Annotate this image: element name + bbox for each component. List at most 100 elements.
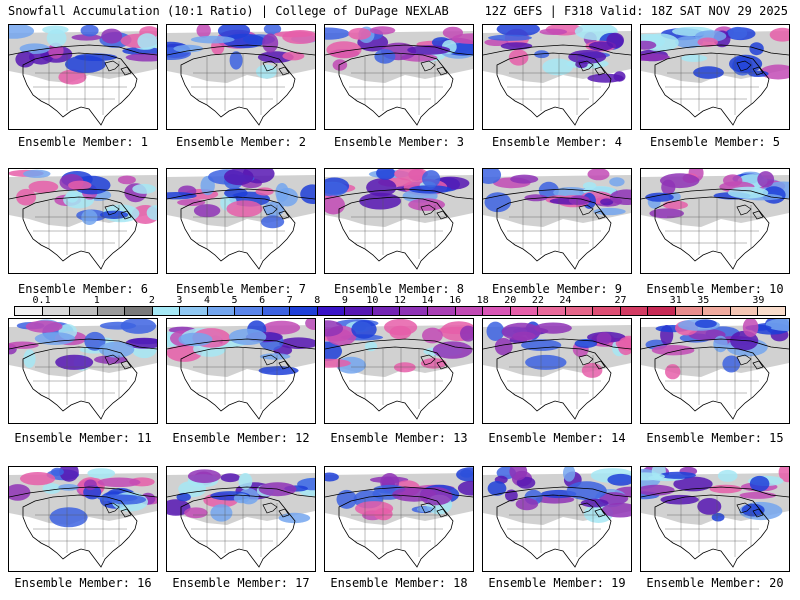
ensemble-member-label: Ensemble Member: 4	[491, 135, 623, 149]
us-outline	[180, 346, 296, 420]
snowfall-map	[641, 319, 789, 423]
snowfall-map	[9, 319, 157, 423]
canada-border	[9, 338, 157, 350]
snow-band	[55, 354, 94, 370]
great-lakes	[578, 502, 606, 518]
snow-band	[325, 320, 344, 337]
colorbar-tick-label: 20	[504, 295, 517, 306]
great-lakes	[736, 60, 764, 76]
snow-band	[416, 506, 434, 513]
snow-band	[325, 181, 348, 197]
snow-band	[659, 471, 696, 479]
ensemble-member-label: Ensemble Member: 14	[488, 431, 626, 445]
snow-band	[422, 327, 443, 344]
colorbar-tick-label: 12	[393, 295, 407, 306]
snow-band	[228, 328, 267, 345]
canada-border	[167, 188, 315, 200]
canada-border	[325, 44, 473, 56]
snow-band	[238, 473, 253, 490]
us-outline	[180, 52, 296, 126]
snow-band	[187, 469, 221, 483]
snow-band	[177, 199, 206, 206]
snow-band	[336, 489, 357, 509]
colorbar-swatch	[620, 307, 649, 315]
snow-band	[332, 59, 348, 71]
snow-band	[87, 468, 115, 479]
snow-band	[566, 481, 607, 501]
snow-band	[34, 332, 75, 345]
canada-border	[641, 188, 789, 200]
us-outline	[22, 494, 138, 568]
snow-band	[525, 354, 567, 370]
snowfall-map	[167, 169, 315, 273]
snow-band	[49, 507, 88, 528]
snow-band	[326, 41, 362, 59]
colorbar-swatch	[70, 307, 98, 315]
snow-band	[325, 195, 345, 215]
ensemble-member-label: Ensemble Member: 11	[14, 431, 152, 445]
great-lakes	[736, 354, 764, 370]
colorbar-tick-label: 18	[476, 295, 489, 306]
great-lakes	[420, 204, 448, 220]
snowfall-map	[167, 319, 315, 423]
colorbar-tick-label: 8	[314, 295, 321, 306]
ensemble-panel	[324, 318, 474, 424]
snow-band	[137, 33, 157, 50]
snow-band	[542, 58, 573, 76]
ensemble-member-label: Ensemble Member: 5	[649, 135, 781, 149]
snow-band	[717, 469, 738, 482]
colorbar-tick-label: 10	[366, 295, 379, 306]
great-lakes	[420, 354, 448, 370]
snow-band	[68, 180, 92, 190]
colorbar-swatch	[262, 307, 291, 315]
snow-band	[184, 507, 208, 519]
snow-band	[359, 192, 401, 210]
us-outline	[180, 494, 296, 568]
ensemble-member-label: Ensemble Member: 3	[333, 135, 465, 149]
snow-band	[389, 325, 412, 340]
snow-band	[325, 358, 351, 368]
snowfall-map	[167, 25, 315, 129]
colorbar-tick-label: 4	[203, 295, 211, 306]
snow-band	[46, 29, 67, 48]
ensemble-panel	[166, 24, 316, 130]
canada-border	[167, 338, 315, 350]
ensemble-panel	[640, 24, 790, 130]
snow-band	[117, 175, 136, 185]
snow-band	[366, 178, 397, 197]
ensemble-member-label: Ensemble Member: 19	[488, 576, 626, 590]
snow-band	[709, 484, 742, 494]
colorbar-tick-label: 7	[286, 295, 293, 306]
snow-band	[456, 467, 473, 482]
colorbar-swatch	[180, 307, 208, 315]
colorbar-swatch	[538, 307, 566, 315]
snow-band	[59, 467, 79, 482]
snow-band	[355, 501, 394, 516]
snow-band	[641, 40, 657, 50]
snow-band	[65, 55, 106, 73]
map-title: Snowfall Accumulation (10:1 Ratio) | Col…	[8, 4, 449, 18]
snow-band	[9, 484, 31, 501]
snow-band	[581, 362, 603, 378]
canada-border	[9, 44, 157, 56]
ensemble-panel	[324, 24, 474, 130]
us-outline	[496, 346, 612, 420]
snow-band	[596, 332, 612, 346]
ensemble-member-label: Ensemble Member: 13	[330, 431, 468, 445]
colorbar-swatch	[675, 307, 704, 315]
snow-band	[9, 25, 35, 39]
snow-band	[101, 28, 123, 44]
snow-band	[593, 207, 626, 216]
snow-band	[641, 484, 675, 496]
snow-band	[351, 320, 377, 339]
colorbar-swatch	[125, 307, 153, 315]
snow-band	[587, 73, 624, 83]
colorbar-tick-label: 31	[669, 295, 682, 306]
snow-band	[509, 467, 528, 481]
snow-band	[524, 194, 548, 202]
colorbar-tick-label: 1	[93, 295, 100, 306]
ensemble-member-label: Ensemble Member: 9	[491, 282, 623, 296]
snow-band	[515, 498, 539, 511]
snowfall-map	[9, 169, 157, 273]
colorbar-swatch	[152, 307, 181, 315]
